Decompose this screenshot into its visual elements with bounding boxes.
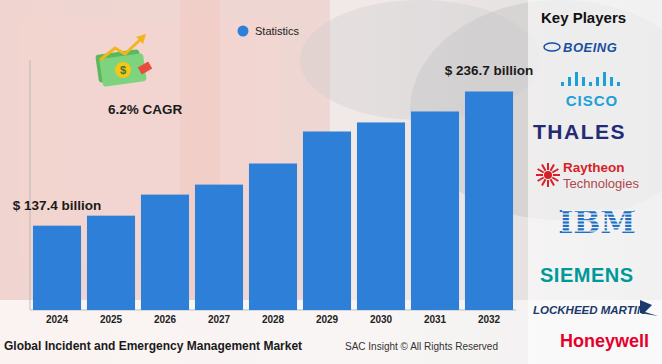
logo-thales: THALES xyxy=(533,120,626,143)
logo-text: CISCO xyxy=(566,92,619,109)
logo-bar xyxy=(561,82,564,86)
bars xyxy=(33,91,513,310)
logo-bar xyxy=(589,82,592,86)
logo-bar xyxy=(603,72,606,86)
page: {"chart_data": {"type": "bar", "title": … xyxy=(0,0,662,364)
logo-stripe xyxy=(562,217,634,218)
logo-text: LOCKHEED MARTIN xyxy=(533,304,646,316)
x-tick-label: 2024 xyxy=(46,314,69,325)
arrow-head xyxy=(136,34,146,44)
logo-core xyxy=(544,171,552,179)
bar xyxy=(249,164,297,310)
logo-stripe xyxy=(562,220,634,221)
logo-bar xyxy=(596,77,599,86)
logo-bar xyxy=(617,82,620,86)
logo-siemens: SIEMENS xyxy=(540,264,634,286)
logo-text: BOEING xyxy=(563,40,617,55)
logo-raytheon: RaytheonTechnologies xyxy=(536,160,639,191)
logo-mark xyxy=(544,43,560,51)
x-tick-label: 2026 xyxy=(154,314,177,325)
x-tick-label: 2031 xyxy=(424,314,447,325)
chart-svg: $ 137.4 billion $ 236.7 billion 2024 2025 20… xyxy=(0,0,662,364)
logo-ray xyxy=(547,163,549,170)
logo-ray xyxy=(552,178,558,182)
logo-ray xyxy=(551,179,555,185)
x-tick-label: 2030 xyxy=(370,314,393,325)
source-note: SAC Insight © All Rights Reserved xyxy=(345,341,498,352)
arrow xyxy=(100,38,142,60)
cagr-annotation: 6.2% CAGR xyxy=(108,102,183,117)
logo-stripe xyxy=(562,227,634,228)
background xyxy=(0,0,662,364)
legend-swatch xyxy=(238,26,249,37)
logo-ray xyxy=(552,169,558,173)
bar xyxy=(465,91,513,310)
chart-title: Global Incident and Emergency Management… xyxy=(4,339,302,353)
logo-ray xyxy=(542,165,546,171)
key-players-title: Key Players xyxy=(541,9,626,26)
x-tick-label: 2029 xyxy=(316,314,339,325)
logo-ray xyxy=(542,179,546,185)
logo-ray xyxy=(538,169,544,173)
logo-bar xyxy=(575,72,578,86)
bar xyxy=(357,122,405,310)
logo-stripe xyxy=(562,230,634,231)
y-axis-line xyxy=(30,60,31,310)
bar xyxy=(195,185,243,310)
bar xyxy=(303,131,351,310)
logo-text: Raytheon xyxy=(563,160,625,175)
logo-lockheed: LOCKHEED MARTIN xyxy=(533,300,658,316)
logo-ray xyxy=(536,174,543,176)
legend-label: Statistics xyxy=(255,25,300,37)
logo-stripe xyxy=(562,210,634,211)
logo-stripe xyxy=(562,213,634,214)
bar xyxy=(141,195,189,310)
logo-bar xyxy=(568,77,571,86)
logo-bar xyxy=(610,77,613,86)
data-label: $ 236.7 billion xyxy=(445,63,534,78)
coin xyxy=(115,62,131,78)
logo-text: Technologies xyxy=(563,176,639,191)
bg-logo-panel xyxy=(528,0,662,364)
logo-ray xyxy=(538,178,544,182)
tag xyxy=(138,62,152,75)
logo-honeywell: Honeywell xyxy=(560,331,649,351)
logo-stripe xyxy=(562,224,634,225)
x-tick-label: 2032 xyxy=(478,314,501,325)
logo-ray xyxy=(551,165,555,171)
logo-ray xyxy=(553,174,560,176)
money-icon: $ xyxy=(95,34,152,87)
logo-ray xyxy=(547,180,549,187)
bar xyxy=(411,111,459,310)
logo-bar xyxy=(582,77,585,86)
bar xyxy=(33,226,81,310)
logo-cisco: CISCO xyxy=(561,72,620,109)
stage: $ 137.4 billion $ 236.7 billion 2024 2025 20… xyxy=(0,0,662,364)
x-tick-label: 2028 xyxy=(262,314,285,325)
x-tick-label: 2027 xyxy=(208,314,231,325)
x-tick-label: 2025 xyxy=(100,314,123,325)
coin-symbol: $ xyxy=(120,64,126,76)
data-label: $ 137.4 billion xyxy=(13,198,102,213)
logo-boeing: BOEING xyxy=(544,40,617,55)
logo-star xyxy=(640,300,658,316)
logo-text: IBM xyxy=(558,203,635,241)
data-labels: $ 137.4 billion $ 236.7 billion xyxy=(13,63,534,212)
logo-ibm: IBM xyxy=(558,203,635,241)
bar xyxy=(87,216,135,310)
